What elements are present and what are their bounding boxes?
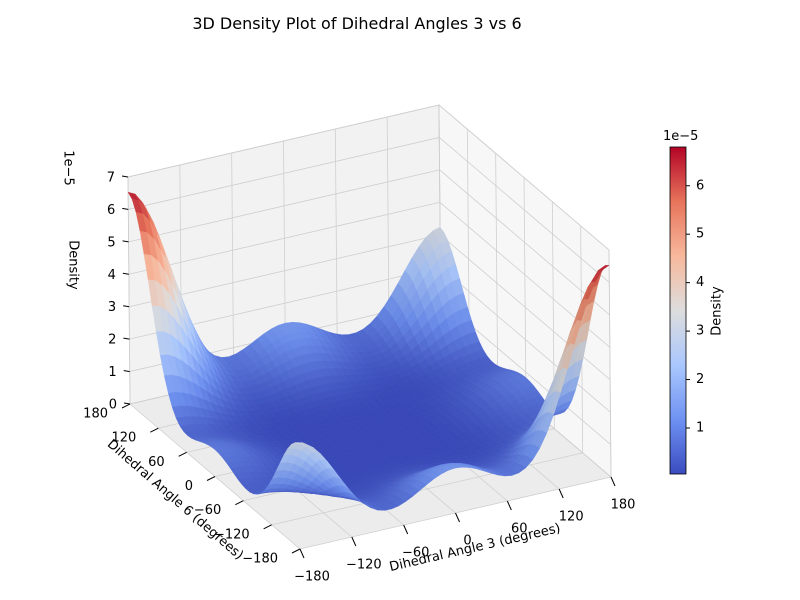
z-tick-label: 1 — [108, 365, 116, 380]
y-tick-mark — [206, 476, 216, 481]
z-gridline-side — [438, 104, 610, 251]
z-offset-text: 1e−5 — [61, 150, 76, 185]
x-tick-mark — [506, 500, 512, 511]
y-tick-mark — [235, 500, 244, 506]
colorbar-tick-label: 6 — [696, 178, 704, 193]
z-tick-label: 6 — [107, 203, 115, 218]
colorbar-tick-label: 5 — [696, 227, 704, 242]
y-tick-label: −120 — [214, 527, 250, 542]
z-tick-mark — [123, 305, 130, 308]
chart-title: 3D Density Plot of Dihedral Angles 3 vs … — [192, 14, 522, 33]
x-tick-mark — [455, 512, 460, 523]
y-tick-mark — [178, 451, 187, 457]
colorbar-tick-label: 1 — [696, 420, 704, 435]
z-tick-label: 3 — [108, 300, 116, 315]
x-tick-label: −180 — [294, 570, 330, 585]
y-tick-label: −180 — [242, 552, 278, 567]
y-tick-mark — [121, 403, 131, 409]
z-gridline-side — [439, 169, 610, 316]
y-tick-label: 180 — [83, 407, 108, 422]
z-gridline-side — [439, 137, 610, 283]
x-tick-mark — [351, 536, 357, 547]
z-tick-mark — [122, 207, 129, 210]
z-tick-label: 7 — [107, 171, 115, 186]
x-tick-mark — [610, 476, 616, 487]
z-gridline-side — [440, 266, 611, 413]
x-tick-label: 120 — [559, 510, 584, 525]
x-tick-label: 180 — [611, 498, 636, 513]
y-tick-mark — [263, 524, 272, 530]
y-tick-mark — [291, 548, 301, 554]
y-tick-label: 0 — [185, 479, 193, 494]
z-tick-mark — [123, 370, 130, 373]
z-tick-mark — [121, 175, 129, 178]
x-tick-mark — [403, 524, 409, 535]
colorbar-label: Density — [710, 286, 725, 336]
y-gridline-floor — [271, 452, 583, 526]
x-tick-mark — [299, 548, 305, 559]
z-gridline-back — [128, 137, 440, 210]
x-tick-mark — [558, 488, 564, 499]
x-gridline-back — [127, 176, 131, 405]
y-gridline-side — [523, 177, 527, 405]
x-tick-label: 60 — [511, 522, 528, 537]
z-axis-label: Density — [66, 240, 81, 290]
y-tick-mark — [150, 427, 159, 433]
z-tick-label: 4 — [108, 268, 116, 283]
colorbar-tick-label: 2 — [696, 372, 704, 387]
y-tick-label: 60 — [148, 455, 165, 470]
x-gridline-back — [334, 128, 338, 357]
z-tick-mark — [123, 337, 130, 340]
colorbar-gradient — [669, 146, 687, 475]
z-tick-label: 5 — [107, 235, 115, 250]
colorbar: 1 2 3 4 5 6 1e−5 Density — [663, 129, 725, 475]
z-tick-label: 2 — [108, 333, 116, 348]
x-tick-label: 0 — [463, 534, 471, 549]
z-tick-mark — [122, 272, 129, 275]
y-gridline-side — [495, 153, 499, 381]
z-gridline-back — [128, 169, 440, 243]
y-gridline-side — [608, 249, 612, 478]
density-surface — [127, 191, 610, 511]
z-gridline-back — [128, 201, 440, 275]
colorbar-tick-label: 3 — [696, 324, 704, 339]
z-gridline-back — [127, 104, 440, 178]
surface-patch — [597, 264, 610, 271]
x-tick-label: −60 — [402, 546, 429, 561]
y-tick-label: −60 — [194, 503, 221, 518]
colorbar-offset-text: 1e−5 — [663, 129, 698, 144]
x-gridline-back — [231, 152, 235, 381]
z-tick-mark — [123, 402, 131, 405]
x-tick-label: −120 — [346, 558, 382, 573]
y-tick-label: 120 — [111, 431, 136, 446]
z-tick-label: 0 — [109, 398, 117, 413]
colorbar-tick-label: 4 — [696, 275, 704, 290]
z-tick-mark — [122, 240, 129, 243]
